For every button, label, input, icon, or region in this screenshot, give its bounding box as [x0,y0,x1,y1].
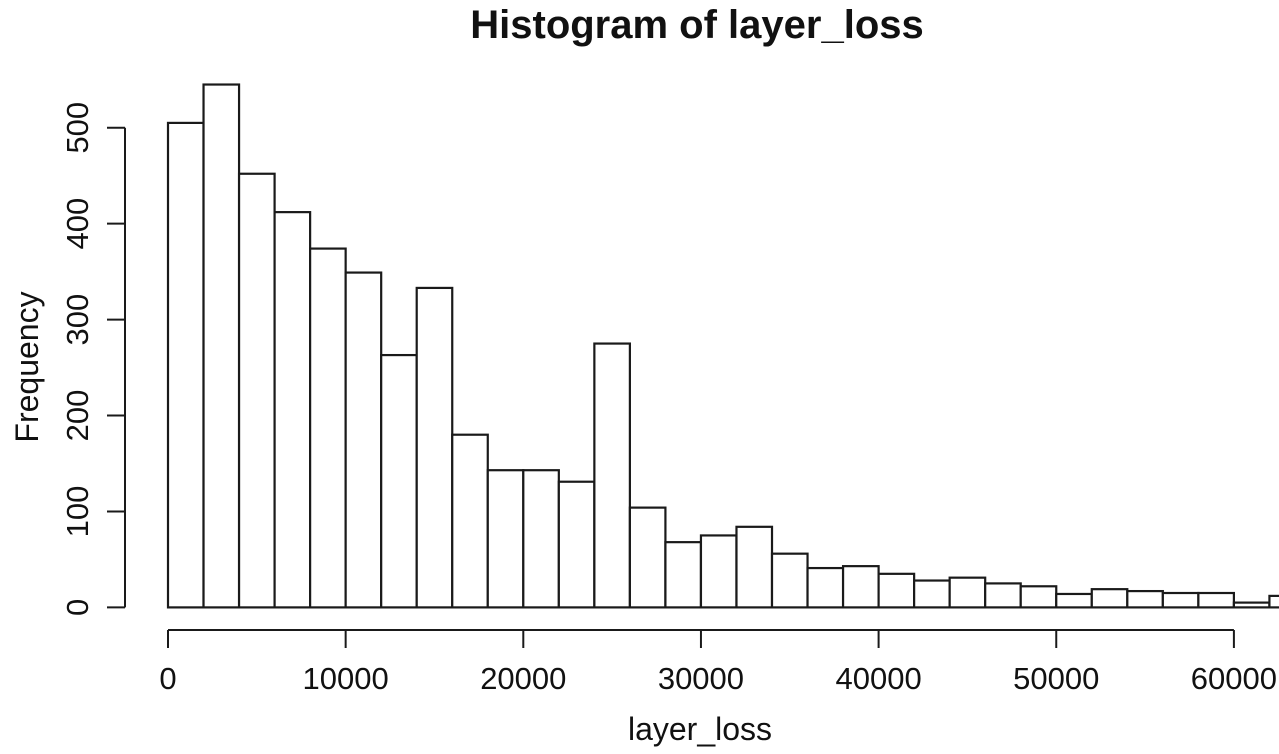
y-axis-tick-label: 100 [60,486,95,538]
histogram-bar [273,211,312,609]
histogram-bar [486,469,525,609]
histogram-bar [735,525,774,609]
histogram-bar [202,83,241,609]
histogram-bar [309,247,347,609]
x-axis-tick-label: 30000 [658,661,744,696]
histogram-bar [1055,592,1093,609]
histogram-bar [984,582,1022,609]
histogram-bar [237,172,276,609]
histogram-bar [1232,601,1271,609]
y-axis-label: Frequency [9,291,45,442]
histogram-bar [770,552,809,609]
histogram-bar [1019,585,1058,609]
y-axis-tick-label: 300 [60,294,95,346]
histogram-bar [344,271,383,609]
histogram-bar [1090,588,1129,609]
histogram-bar [415,286,454,609]
histogram-bar [628,506,667,609]
histogram-bar [877,572,916,609]
y-axis-tick-label: 0 [60,599,95,616]
histogram-bar [841,565,880,609]
histogram-bar [806,566,845,609]
y-axis-tick-label: 200 [60,390,95,442]
y-axis: 0 100 200 300 400 500 [60,102,126,616]
x-axis-tick-label: 60000 [1191,661,1277,696]
x-axis-tick-label: 20000 [480,661,566,696]
y-axis-tick-label: 500 [60,102,95,154]
histogram-bar [1126,589,1164,609]
histogram-bar [913,579,951,609]
x-axis: 0 10000 20000 30000 40000 50000 60000 [159,629,1277,696]
y-axis-tick-label: 400 [60,198,95,250]
chart-title: Histogram of layer_loss [470,3,924,47]
histogram-bar [557,480,596,609]
histogram-bar [699,534,738,609]
histogram-bar [948,576,987,609]
x-axis-tick-label: 10000 [303,661,389,696]
histogram-bar [451,433,489,609]
histogram-bar [380,353,418,609]
histogram-bar [522,469,560,609]
histogram-bar [1268,594,1279,609]
x-axis-tick-label: 50000 [1013,661,1099,696]
histogram-bar [1197,591,1235,609]
histogram-bar [593,342,631,609]
x-axis-tick-label: 0 [159,661,176,696]
bars-group [166,83,1279,609]
histogram-bar [664,541,703,609]
histogram-bar [166,121,205,609]
x-axis-tick-label: 40000 [835,661,921,696]
x-axis-label: layer_loss [628,711,772,747]
histogram-bar [1161,591,1200,609]
